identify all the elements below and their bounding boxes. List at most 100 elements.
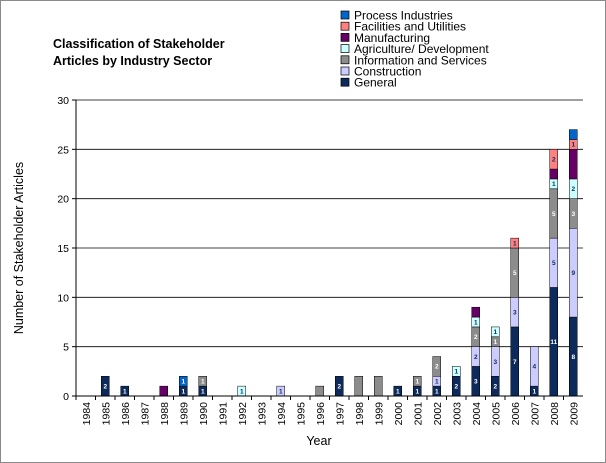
x-tick-label: 2008 bbox=[549, 402, 561, 426]
data-label: 1 bbox=[493, 339, 497, 346]
data-label: 1 bbox=[454, 369, 458, 376]
data-label: 8 bbox=[571, 354, 575, 361]
x-tick-label: 1985 bbox=[100, 402, 112, 426]
x-tick-label: 2001 bbox=[412, 402, 424, 426]
x-tick-label: 1988 bbox=[159, 402, 171, 426]
data-label: 2 bbox=[454, 383, 458, 390]
bar-segment bbox=[374, 376, 383, 397]
data-label: 3 bbox=[513, 309, 517, 316]
legend-swatch bbox=[340, 55, 350, 65]
data-label: 3 bbox=[474, 379, 478, 386]
bar-segment bbox=[569, 149, 578, 180]
bar-segment bbox=[198, 376, 207, 387]
bar-segment bbox=[549, 149, 558, 170]
data-label: 1 bbox=[201, 388, 205, 395]
legend-label: Construction bbox=[354, 65, 421, 79]
x-tick-label: 2003 bbox=[451, 402, 463, 426]
x-tick-label: 2007 bbox=[529, 402, 541, 426]
data-label: 3 bbox=[493, 359, 497, 366]
data-label: 1 bbox=[396, 388, 400, 395]
x-tick-label: 1996 bbox=[315, 402, 327, 426]
y-tick-label: 30 bbox=[57, 95, 69, 107]
legend-swatch bbox=[340, 77, 350, 87]
y-tick-label: 10 bbox=[57, 292, 69, 304]
data-label: 1 bbox=[435, 379, 439, 386]
data-label: 1 bbox=[513, 240, 517, 247]
data-label: 2 bbox=[337, 383, 341, 390]
data-label: 4 bbox=[532, 364, 536, 371]
data-label: 3 bbox=[571, 211, 575, 218]
chart-title-line-2: Articles by Industry Sector bbox=[53, 54, 212, 68]
data-label: 9 bbox=[571, 270, 575, 277]
bar-segment bbox=[471, 306, 480, 318]
legend-swatch bbox=[340, 44, 350, 53]
y-tick-label: 20 bbox=[57, 194, 69, 206]
y-tick-label: 5 bbox=[63, 342, 69, 354]
y-tick-label: 0 bbox=[63, 391, 69, 403]
data-label: 1 bbox=[474, 319, 478, 326]
bar-segment bbox=[569, 129, 578, 140]
y-tick-label: 25 bbox=[57, 144, 69, 156]
data-label: 1 bbox=[279, 388, 283, 395]
x-tick-label: 1989 bbox=[178, 402, 190, 426]
data-label: 2 bbox=[571, 186, 575, 193]
data-label: 1 bbox=[532, 388, 536, 395]
data-label: 1 bbox=[571, 142, 575, 149]
data-label: 1 bbox=[552, 181, 556, 188]
data-label: 5 bbox=[552, 211, 556, 218]
legend-label: Process Industries bbox=[354, 9, 453, 23]
data-label: 2 bbox=[103, 383, 107, 390]
x-tick-label: 1998 bbox=[354, 402, 366, 426]
data-label: 1 bbox=[181, 388, 185, 395]
legend-swatch bbox=[340, 33, 350, 42]
x-tick-label: 1987 bbox=[139, 402, 151, 426]
legend-swatch bbox=[340, 10, 350, 20]
data-label: 1 bbox=[181, 379, 185, 386]
bar-segment bbox=[452, 366, 461, 377]
x-tick-label: 1995 bbox=[295, 402, 307, 426]
bar-segment bbox=[510, 237, 519, 249]
x-tick-label: 1993 bbox=[256, 402, 268, 426]
data-label: 1 bbox=[123, 388, 127, 395]
data-label: 2 bbox=[552, 157, 556, 164]
data-label: 2 bbox=[435, 364, 439, 371]
x-tick-label: 1999 bbox=[373, 402, 385, 426]
bar-segment bbox=[530, 346, 539, 387]
data-label: 2 bbox=[474, 354, 478, 361]
bar-segment bbox=[549, 168, 558, 180]
data-label: 7 bbox=[513, 359, 517, 366]
legend-label: General bbox=[354, 76, 397, 90]
data-label: 2 bbox=[493, 383, 497, 390]
x-tick-label: 1984 bbox=[81, 402, 93, 426]
x-tick-label: 2006 bbox=[510, 402, 522, 426]
bar-segment bbox=[179, 376, 188, 387]
data-label: 1 bbox=[201, 379, 205, 386]
x-tick-label: 1992 bbox=[237, 402, 249, 426]
bar-segment bbox=[159, 385, 168, 397]
x-tick-label: 2005 bbox=[490, 402, 502, 426]
y-tick-label: 15 bbox=[57, 243, 69, 255]
x-tick-label: 2009 bbox=[568, 402, 580, 426]
legend-label: Manufacturing bbox=[354, 31, 430, 45]
chart-title-line-1: Classification of Stakeholder bbox=[53, 37, 225, 51]
data-label: 11 bbox=[550, 339, 557, 346]
data-label: 1 bbox=[415, 379, 419, 386]
bar-segment bbox=[354, 376, 363, 397]
x-tick-label: 1994 bbox=[276, 402, 288, 426]
legend-swatch bbox=[340, 66, 350, 76]
data-label: 1 bbox=[240, 388, 244, 395]
legend-label: Information and Services bbox=[354, 53, 487, 67]
x-tick-label: 2004 bbox=[471, 402, 483, 426]
data-label: 5 bbox=[513, 270, 517, 277]
x-tick-label: 2000 bbox=[393, 402, 405, 426]
x-tick-label: 1997 bbox=[334, 402, 346, 426]
x-tick-label: 1986 bbox=[120, 402, 132, 426]
bar-segment bbox=[491, 326, 500, 338]
data-label: 1 bbox=[435, 388, 439, 395]
bar-segment bbox=[432, 356, 441, 377]
bar-segment bbox=[413, 376, 422, 387]
legend-label: Agriculture/ Development bbox=[354, 42, 489, 56]
y-axis-title: Number of Stakeholder Articles bbox=[12, 162, 26, 334]
data-label: 5 bbox=[552, 260, 556, 267]
x-tick-label: 1990 bbox=[198, 402, 210, 426]
